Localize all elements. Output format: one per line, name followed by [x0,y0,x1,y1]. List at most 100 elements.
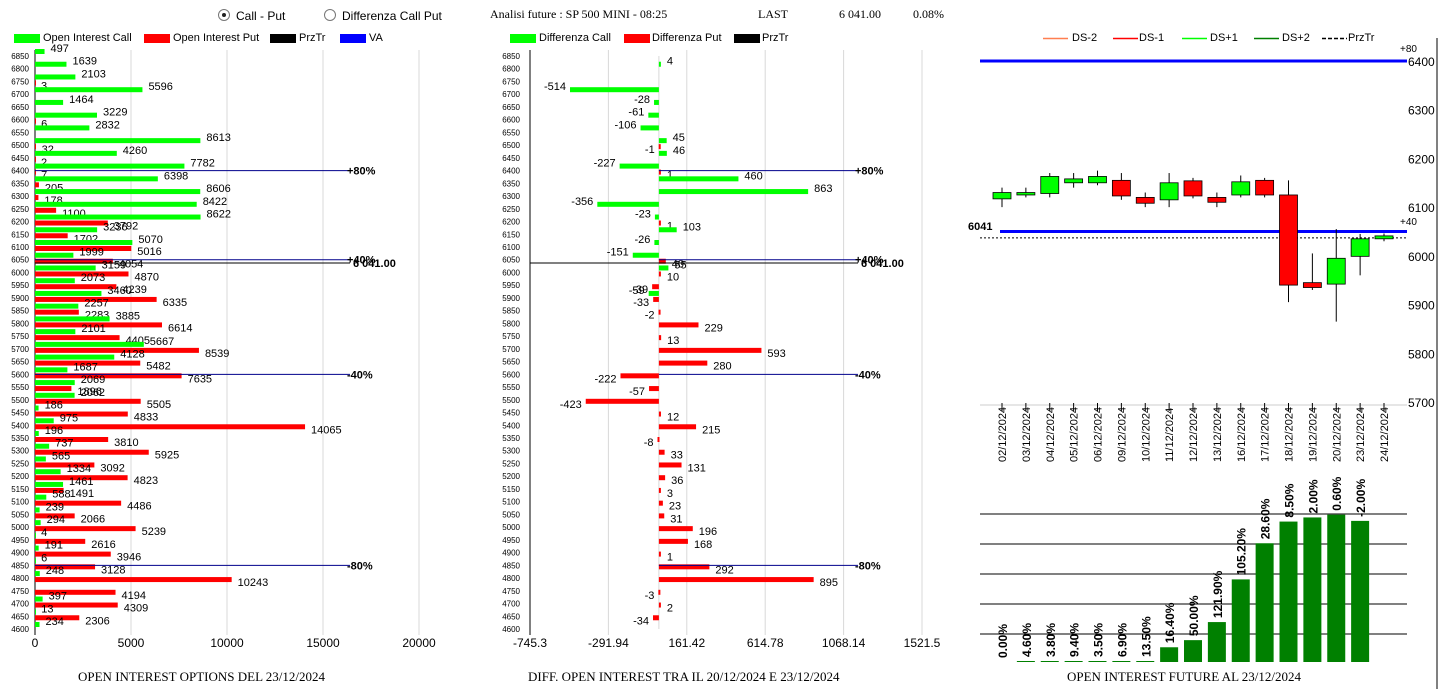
p2-put-label: 23 [669,501,681,513]
p2-strike-label: 5200 [502,472,520,481]
p3-y-tick-label: 6400 [1408,55,1435,69]
legend-call: Open Interest Call [43,32,132,44]
p2-strike-label: 4600 [502,625,520,634]
p3-oi-bar-label: 3.50% [1092,623,1106,657]
p1-put-bar [35,271,129,277]
p2-strike-label: 6500 [502,141,520,150]
p3-oi-bar [1327,514,1346,662]
p2-ref-label: -40% [855,369,881,381]
p2-put-label: 229 [704,322,722,334]
p2-call-label: -106 [615,119,637,131]
p2-put-bar [658,602,661,608]
p1-call-label: 186 [45,400,63,412]
p2-put-label: -2 [645,310,655,322]
p1-strike-label: 5400 [11,421,29,430]
p1-put-label: 3 [41,80,47,92]
p2-x-tick-label: 161.42 [668,636,705,650]
legend-ds+1: DS+1 [1210,32,1238,44]
p2-call-bar [654,99,659,105]
p1-strike-label: 6250 [11,205,29,214]
p1-call-label: 1687 [73,361,97,373]
p1-put-label: 10243 [238,577,269,589]
p2-put-label: 12 [667,412,679,424]
p1-strike-label: 6300 [11,192,29,201]
p1-strike-label: 6200 [11,218,29,227]
p2-put-label: 10 [667,271,679,283]
p2-put-bar [652,284,659,290]
p1-call-bar [35,532,36,538]
p1-call-label: 565 [52,450,70,462]
p1-call-label: 191 [45,540,63,552]
p2-call-bar [658,61,661,67]
p3-candle-body [1016,192,1036,196]
p3-y-tick-label: 5800 [1408,347,1435,361]
p3-oi-bar [1207,622,1226,662]
p3-oi-bar-label: 13.50% [1139,616,1153,657]
p1-put-label: 6335 [163,297,187,309]
p1-call-label: 1639 [72,56,96,68]
p2-strike-label: 6300 [502,192,520,201]
p3-y-tick-label: 5700 [1408,396,1435,410]
radio-diff-call-put-label[interactable]: Differenza Call Put [342,9,442,23]
p2-call-bar [658,265,669,271]
legend-swatch-diff-call [510,34,536,43]
p2-put-bar [658,220,661,226]
p2-put-label: 895 [820,577,838,589]
p1-strike-label: 5050 [11,510,29,519]
p3-date-label: 24/12/2024 [1379,407,1391,462]
p2-put-bar [658,589,661,595]
p1-call-bar [35,201,197,207]
p2-strike-label: 6600 [502,116,520,125]
legend-swatch-diff-put [624,34,650,43]
p1-call-label: 3236 [103,221,127,233]
p2-call-label: 103 [683,221,701,233]
p2-put-label: 280 [713,361,731,373]
p3-oi-bar [1255,543,1274,662]
p1-put-bar [35,526,136,532]
p3-oi-bar-label: 6.90% [1115,623,1129,657]
p1-put-label: 5239 [142,526,166,538]
p1-call-bar [35,507,40,513]
p2-ref-label: -80% [855,560,881,572]
p2-put-bar [658,513,665,519]
p3-oi-bar [1136,661,1155,662]
p2-strike-label: 5000 [502,523,520,532]
p3-candle-body [992,192,1012,200]
p2-strike-label: 6350 [502,179,520,188]
p2-call-label: 45 [673,132,685,144]
p1-strike-label: 5550 [11,383,29,392]
p1-put-bar [35,169,36,175]
p2-strike-label: 5750 [502,332,520,341]
p3-oi-bar-label: 9.40% [1068,623,1082,657]
p2-put-label: 2 [667,603,673,615]
p1-strike-label: 6600 [11,116,29,125]
p3-y-tick-label: 6000 [1408,250,1435,264]
p2-ref-label: +80% [855,166,884,178]
p3-candle-body [1207,196,1227,203]
radio-call-put-label[interactable]: Call - Put [236,9,286,23]
p1-put-bar [35,602,118,608]
p2-put-label: -57 [629,386,645,398]
p3-oi-bar-label: -2.00% [1354,479,1368,517]
p1-strike-label: 6650 [11,103,29,112]
p1-call-label: 737 [55,438,73,450]
p2-call-bar [658,138,667,144]
p3-date-label: 19/12/2024 [1307,407,1319,462]
p1-put-bar [35,538,86,544]
p2-put-bar [658,500,663,506]
legend-swatch-va [340,34,366,43]
p1-call-bar [35,545,39,551]
p2-call-bar [658,189,809,195]
radio-call-put[interactable] [218,9,230,21]
p3-candle-body [1183,180,1203,197]
p2-call-label: -59 [629,285,645,297]
legend-ds+2: DS+2 [1282,32,1310,44]
radio-diff-call-put[interactable] [324,9,336,21]
p1-put-bar [35,373,182,379]
p1-put-label: 4833 [134,412,158,424]
p2-strike-label: 6100 [502,243,520,252]
p3-oi-bar [1184,640,1202,662]
p1-call-label: 8422 [203,196,227,208]
p2-put-bar [658,360,708,366]
